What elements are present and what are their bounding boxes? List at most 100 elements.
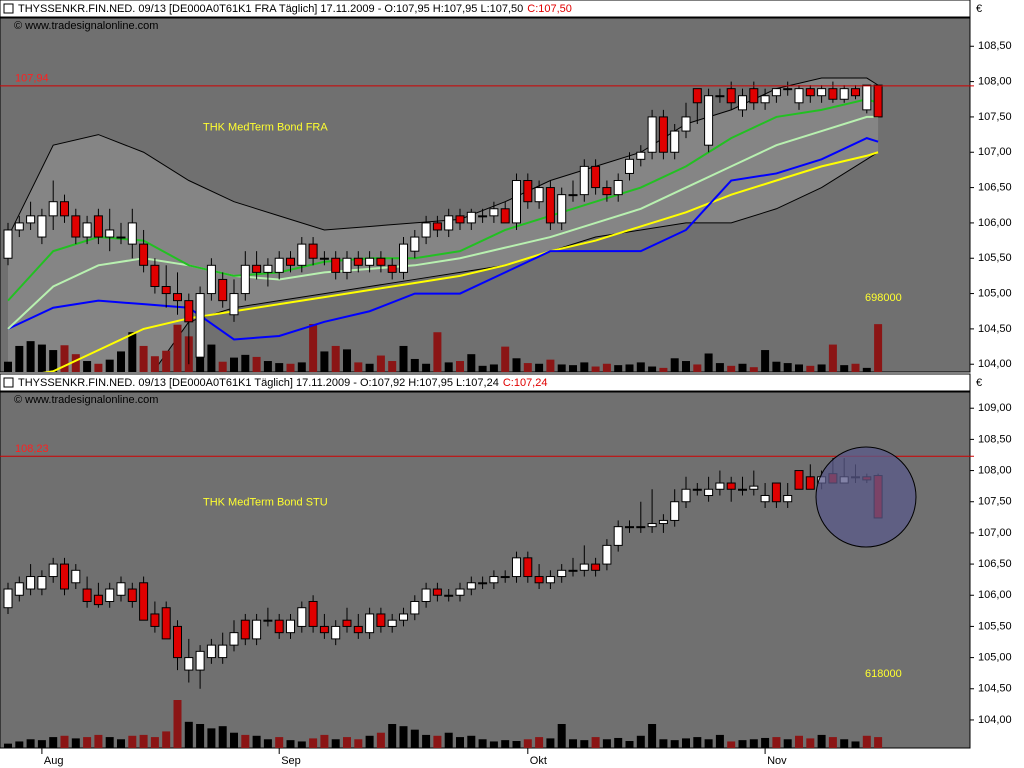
candle-body: [749, 485, 759, 490]
volume-bar: [105, 737, 114, 748]
volume-bar: [636, 735, 645, 748]
candle-body: [760, 95, 770, 104]
volume-bar: [94, 363, 103, 372]
volume-bar: [840, 739, 849, 748]
y-tick-label: 105,00: [978, 287, 1012, 299]
volume-bar: [817, 364, 826, 372]
volume-bar: [501, 346, 510, 372]
volume-bar: [772, 361, 781, 372]
candle-body: [319, 625, 329, 634]
volume-bar: [297, 741, 306, 748]
candle-body: [421, 588, 431, 602]
y-tick-label: 105,00: [978, 652, 1012, 664]
volume-bar: [456, 361, 464, 372]
volume-bar: [218, 726, 227, 748]
candle-body: [579, 563, 589, 571]
candle-body: [591, 165, 601, 189]
candle-body: [161, 607, 171, 640]
candle-body: [14, 222, 24, 231]
volume-bar: [60, 735, 69, 748]
volume-bar: [761, 350, 770, 372]
candle-body: [376, 613, 386, 627]
volume-bar: [241, 354, 250, 372]
volume-bar: [4, 743, 12, 748]
candle-body: [342, 257, 352, 273]
volume-bar: [71, 738, 80, 748]
volume-bar: [659, 367, 668, 372]
volume-bar: [806, 738, 815, 748]
candle-body: [48, 563, 58, 578]
candle-body: [139, 243, 149, 266]
candle-body: [365, 613, 375, 634]
candle-body: [873, 84, 883, 118]
volume-bar: [94, 734, 103, 748]
volume-bar: [614, 737, 623, 748]
volume-bar: [49, 737, 58, 748]
volume-bar: [851, 363, 860, 372]
volume-bar: [365, 735, 374, 748]
volume-bar: [546, 738, 555, 748]
y-tick-label: 106,50: [978, 558, 1012, 570]
candle-body: [591, 563, 601, 571]
volume-bar: [828, 344, 837, 372]
volume-bar: [489, 741, 498, 748]
candle-body: [625, 526, 634, 529]
candle-body: [150, 264, 160, 288]
header-close: C:107,50: [527, 3, 572, 15]
volume-bar: [376, 732, 385, 748]
candle-body: [455, 588, 465, 596]
candle-body: [805, 476, 815, 490]
volume-bar: [343, 737, 351, 748]
candle-body: [173, 293, 182, 302]
candle-body: [613, 180, 623, 196]
volume-bar: [49, 350, 58, 372]
indicator-line: [7, 98, 879, 302]
candle-body: [105, 588, 115, 602]
candle-body: [342, 619, 352, 627]
candle-body: [805, 88, 815, 97]
volume-bar: [795, 364, 803, 372]
volume-bar: [704, 739, 713, 748]
volume-bar: [150, 737, 159, 748]
candle-body: [399, 613, 408, 621]
y-tick-label: 105,50: [978, 620, 1012, 632]
candle-body: [173, 625, 182, 659]
volume-bar: [862, 735, 871, 748]
y-tick-label: 108,50: [978, 40, 1012, 52]
volume-bar: [297, 362, 306, 372]
candle-body: [862, 84, 872, 111]
candle-body: [512, 557, 521, 578]
y-tick-label: 107,00: [978, 146, 1012, 158]
candle-body: [240, 619, 250, 640]
volume-bar: [828, 737, 837, 748]
volume-bar: [693, 737, 702, 748]
candle-body: [534, 187, 544, 203]
candle-body: [387, 619, 397, 627]
candle-body: [195, 650, 205, 671]
candle-body: [331, 257, 341, 273]
candle-body: [410, 600, 420, 615]
volume-bar: [478, 365, 487, 372]
candle-body: [71, 215, 81, 238]
volume-bar: [761, 737, 770, 748]
volume-bar: [207, 344, 216, 372]
volume-bar: [625, 364, 634, 372]
candle-body: [286, 257, 295, 266]
candle-body: [568, 194, 578, 197]
candle-body: [127, 222, 137, 245]
candle-body: [105, 229, 115, 238]
y-tick-label: 109,00: [978, 402, 1012, 414]
volume-bar: [489, 364, 498, 372]
candle-body: [794, 470, 804, 490]
volume-bar: [83, 361, 92, 372]
candle-body: [127, 588, 137, 602]
volume-bar: [162, 350, 171, 372]
volume-bar: [309, 738, 318, 748]
candle-body: [534, 576, 544, 584]
volume-bar: [580, 362, 589, 372]
candle-body: [14, 582, 24, 596]
volume-bar: [128, 332, 137, 372]
volume-label: 698000: [865, 292, 902, 304]
volume-bar: [569, 365, 577, 372]
